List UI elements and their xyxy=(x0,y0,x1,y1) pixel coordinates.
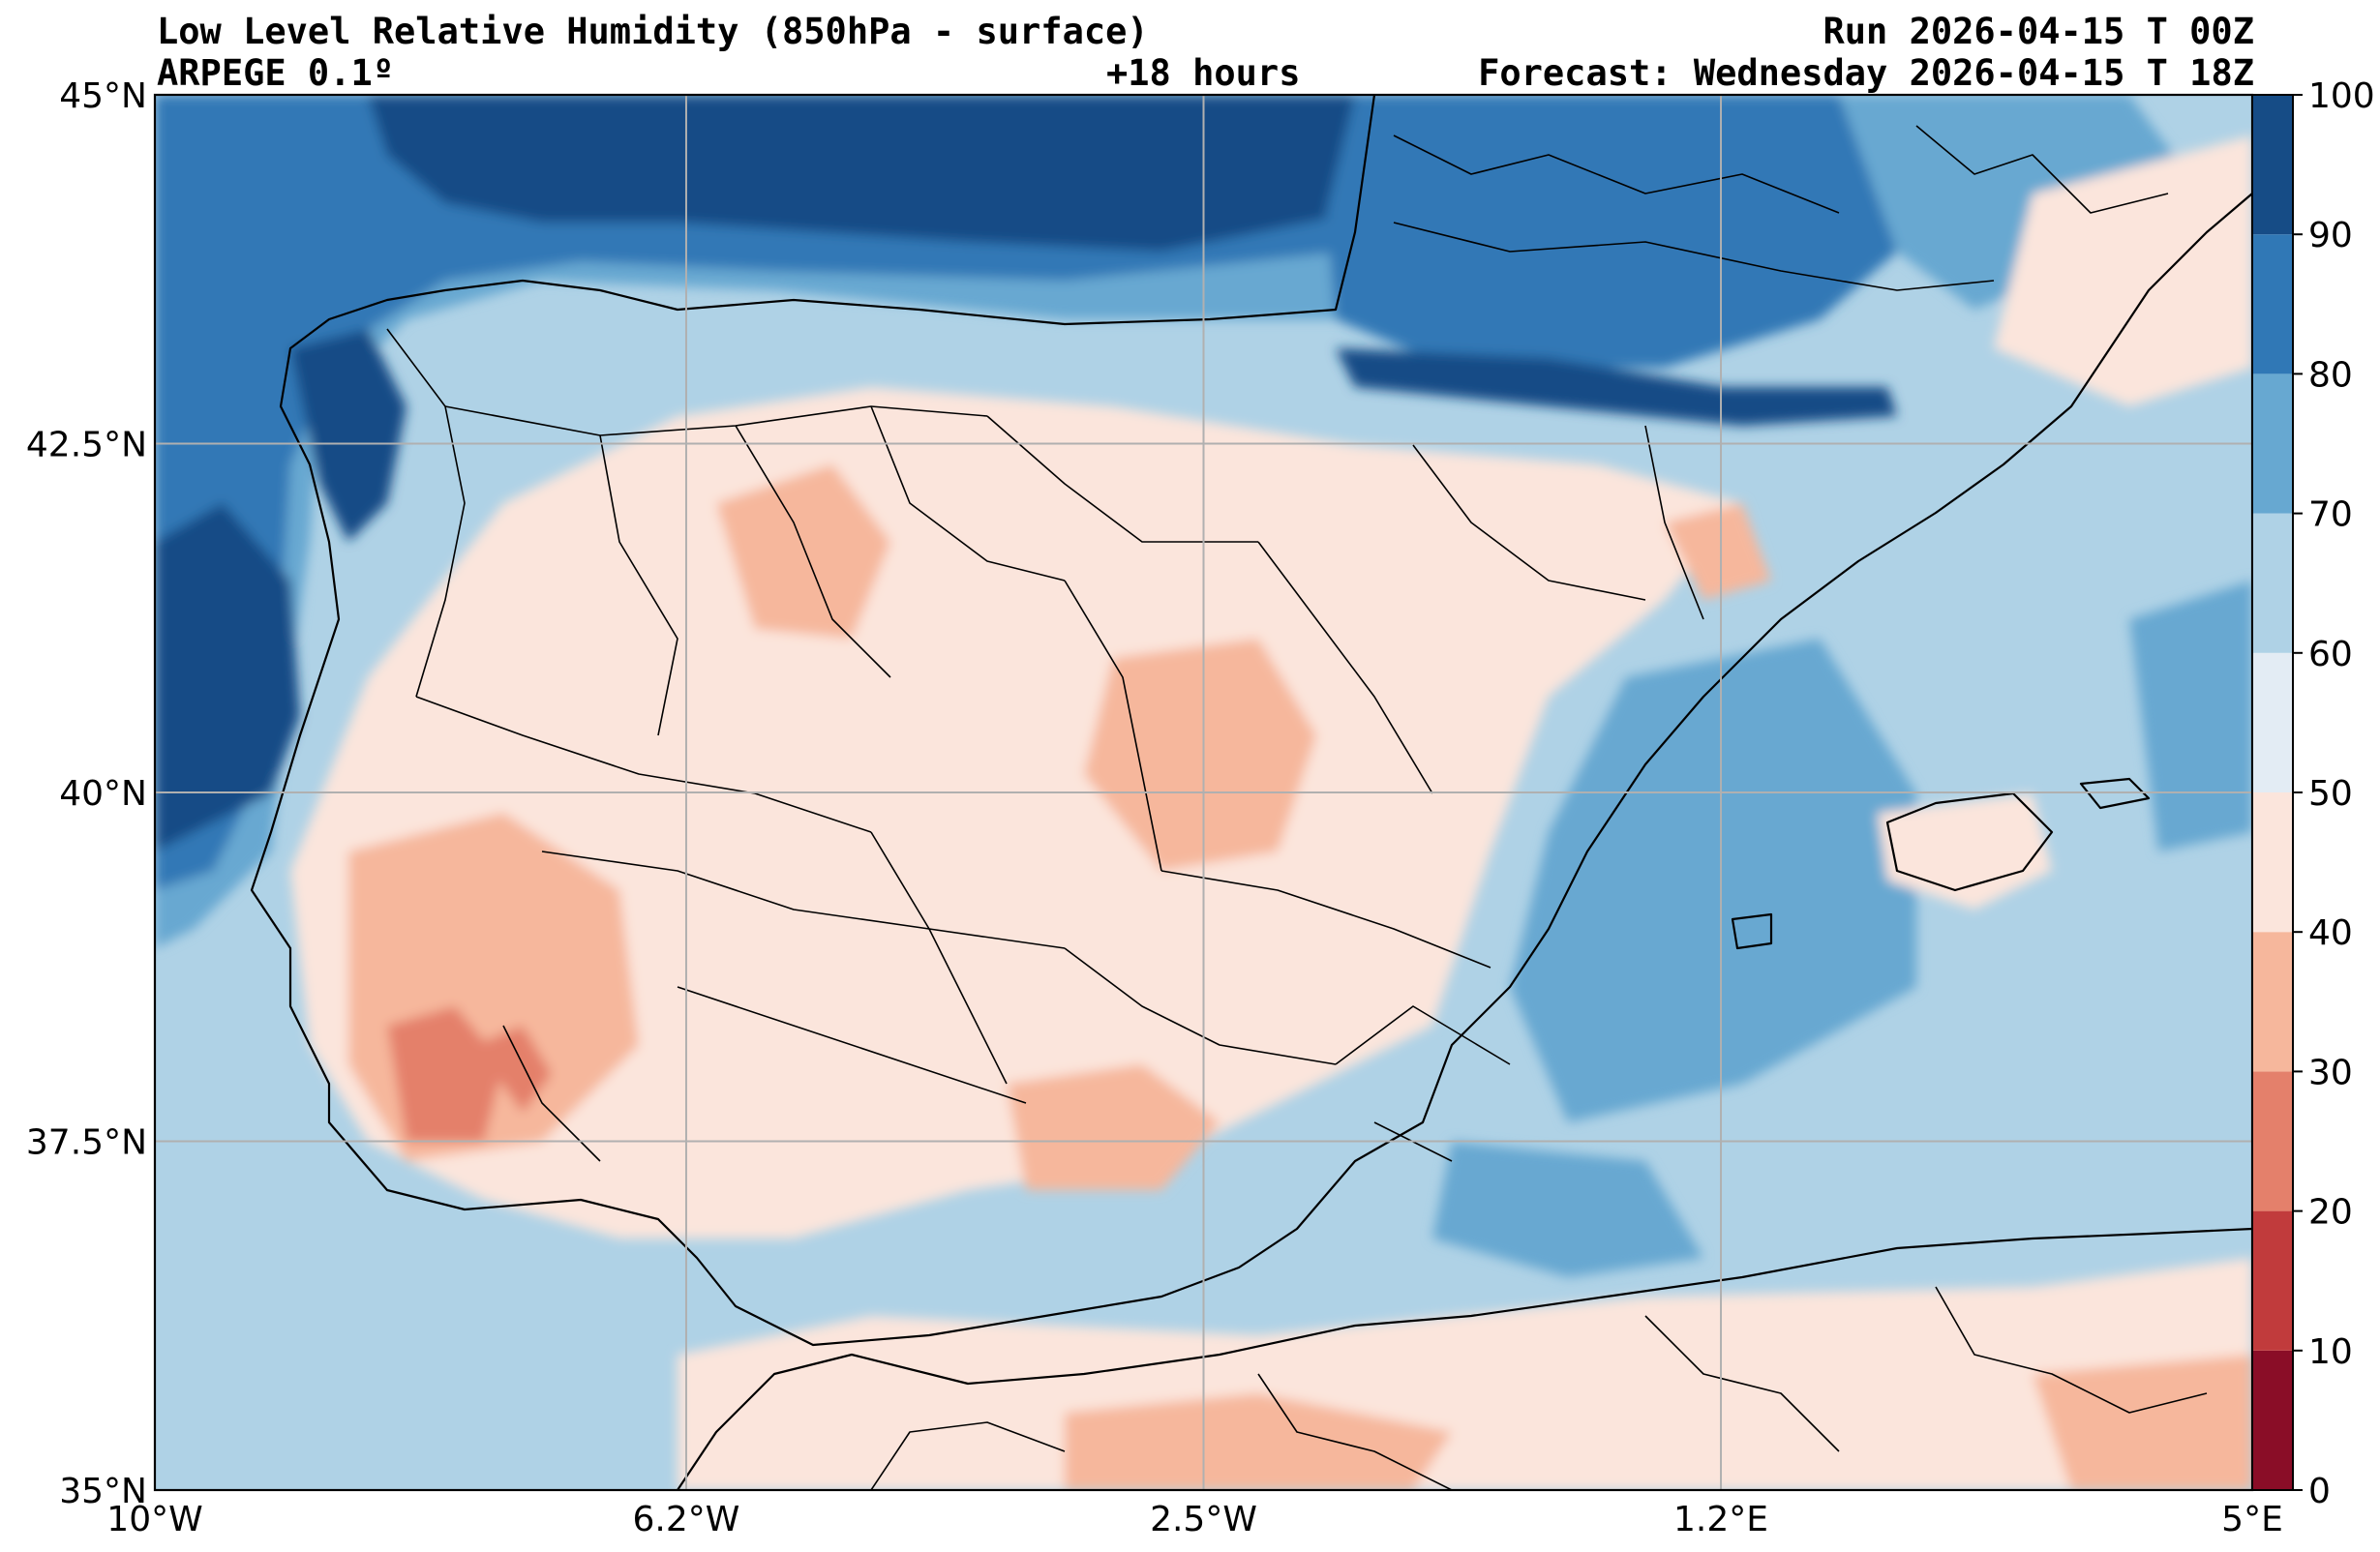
lat-tick-label-0: 45°N xyxy=(59,76,147,116)
rh-tunisia-dry xyxy=(2033,1355,2252,1490)
lon-tick-label-2: 2.5°W xyxy=(1150,1500,1257,1539)
coastlines xyxy=(250,95,2252,1490)
colorbar-label-2: 20 xyxy=(2308,1193,2353,1233)
rh-biscay-wet xyxy=(1326,95,1916,368)
colorbar-swatch-9 xyxy=(2252,95,2293,235)
longitude-axis: 10°W 6.2°W 2.5°W 1.2°E 5°E xyxy=(106,1500,2283,1539)
colorbar-swatch-4 xyxy=(2252,792,2293,933)
rh-dry-pocket-central xyxy=(1084,639,1316,871)
rh-galicia-saturated xyxy=(290,329,407,542)
map-plot-area xyxy=(155,95,2252,1490)
colorbar-label-8: 80 xyxy=(2308,355,2353,395)
rh-east-moist xyxy=(2129,581,2252,851)
graticule xyxy=(155,95,2252,1490)
lat-tick-label-3: 37.5°N xyxy=(26,1123,147,1163)
rh-dry-pocket-south xyxy=(1007,1064,1220,1190)
rh-alboran-moist xyxy=(1432,1142,1703,1277)
colorbar-swatch-1 xyxy=(2252,1210,2293,1351)
colorbar-swatch-2 xyxy=(2252,1071,2293,1211)
latitude-axis: 45°N 42.5°N 40°N 37.5°N 35°N xyxy=(26,76,147,1511)
rh-north-africa-drier xyxy=(1065,1393,1452,1490)
colorbar-label-10: 100 xyxy=(2308,76,2375,116)
lat-tick-label-1: 42.5°N xyxy=(26,426,147,465)
lat-tick-label-4: 35°N xyxy=(59,1472,147,1511)
forecast-time: Forecast: Wednesday 2026-04-15 T 18Z xyxy=(1478,52,2254,94)
colorbar-label-3: 30 xyxy=(2308,1053,2353,1092)
rh-pyrenees-saturated xyxy=(1336,348,1897,426)
rh-portugal-coast xyxy=(155,503,300,851)
colorbar-swatch-3 xyxy=(2252,932,2293,1072)
colorbar-swatch-8 xyxy=(2252,234,2293,374)
model-name: ARPEGE 0.1º xyxy=(157,52,395,94)
lead-time: +18 hours xyxy=(1106,52,1301,94)
iberia-coastline xyxy=(250,95,2252,1347)
rh-dry-core-southwest xyxy=(387,1006,503,1142)
menorca-coast xyxy=(2079,777,2151,810)
colorbar-label-4: 40 xyxy=(2308,913,2353,953)
colorbar-swatch-0 xyxy=(2252,1350,2293,1490)
rh-dry-core-east xyxy=(474,1026,552,1113)
colorbar-label-6: 60 xyxy=(2308,635,2353,674)
colorbar: 0 10 20 30 40 50 60 70 80 90 100 xyxy=(2251,76,2375,1511)
colorbar-label-7: 70 xyxy=(2308,495,2353,535)
colorbar-label-0: 0 xyxy=(2308,1472,2331,1511)
rh-dry-pocket-ebro xyxy=(1665,503,1771,600)
mallorca-coast xyxy=(1885,791,2054,892)
rh-atlantic-saturated xyxy=(368,95,1374,252)
colorbar-swatch-6 xyxy=(2252,513,2293,653)
rh-balearic-sea-moist xyxy=(1510,639,1916,1122)
lon-tick-label-4: 5°E xyxy=(2221,1500,2283,1539)
lat-tick-label-2: 40°N xyxy=(59,774,147,814)
colorbar-label-5: 50 xyxy=(2308,774,2353,814)
run-time: Run 2026-04-15 T 00Z xyxy=(1823,11,2254,52)
colorbar-swatch-5 xyxy=(2252,652,2293,792)
rh-interior-dry xyxy=(290,387,1742,1239)
lon-tick-label-1: 6.2°W xyxy=(633,1500,740,1539)
rh-mallorca-dry xyxy=(1878,793,2052,910)
ibiza-coast xyxy=(1731,912,1773,950)
map-title: Low Level Relative Humidity (850hPa - su… xyxy=(157,11,1149,52)
rh-france-moist xyxy=(1839,95,2187,310)
admin-borders xyxy=(386,125,2208,1490)
rh-atlantic-moist xyxy=(155,95,1374,948)
lon-tick-label-0: 10°W xyxy=(106,1500,202,1539)
rh-gulf-lion-dry xyxy=(1994,135,2252,406)
north-africa-coast xyxy=(677,1227,2252,1490)
colorbar-label-9: 90 xyxy=(2308,216,2353,255)
colorbar-label-1: 10 xyxy=(2308,1332,2353,1372)
lon-tick-label-3: 1.2°E xyxy=(1673,1500,1768,1539)
colorbar-swatch-7 xyxy=(2252,373,2293,514)
rh-dry-pocket-north xyxy=(716,464,890,639)
